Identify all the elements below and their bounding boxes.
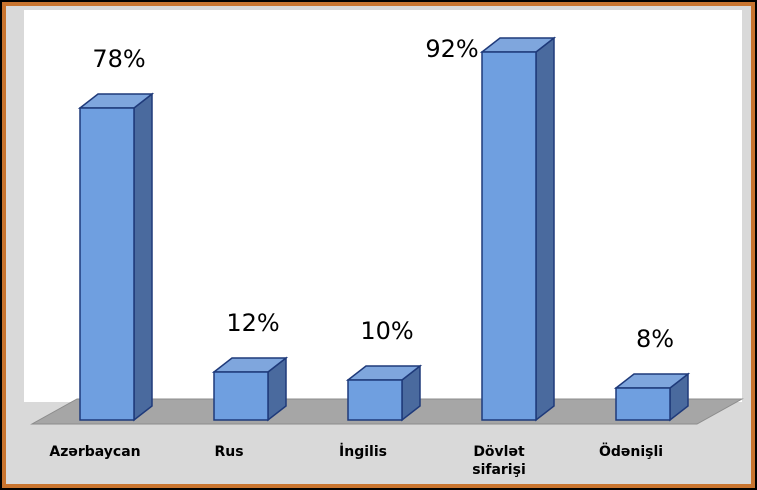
bar-front (79, 107, 135, 421)
bar (345, 364, 423, 422)
x-tick-label: İngilis (339, 444, 387, 460)
bar (77, 92, 155, 422)
bar (211, 356, 289, 422)
value-label: 12% (226, 309, 279, 337)
bar (613, 372, 691, 422)
x-tick-label: Ödənişli (598, 444, 664, 460)
x-tick-label: Azərbaycan (49, 444, 141, 460)
value-label: 10% (360, 317, 413, 345)
bar (479, 36, 557, 422)
x-tick-label: Dövlət sifarişi (472, 444, 526, 478)
bar-front (481, 51, 537, 421)
value-label: 92% (425, 35, 478, 63)
bar-front (213, 371, 269, 421)
bar-front (615, 387, 671, 421)
bar-side (133, 92, 153, 422)
bar-side (535, 36, 555, 422)
value-label: 8% (636, 325, 674, 353)
x-tick-label: Rus (214, 444, 244, 460)
value-label: 78% (92, 45, 145, 73)
bar-front (347, 379, 403, 421)
